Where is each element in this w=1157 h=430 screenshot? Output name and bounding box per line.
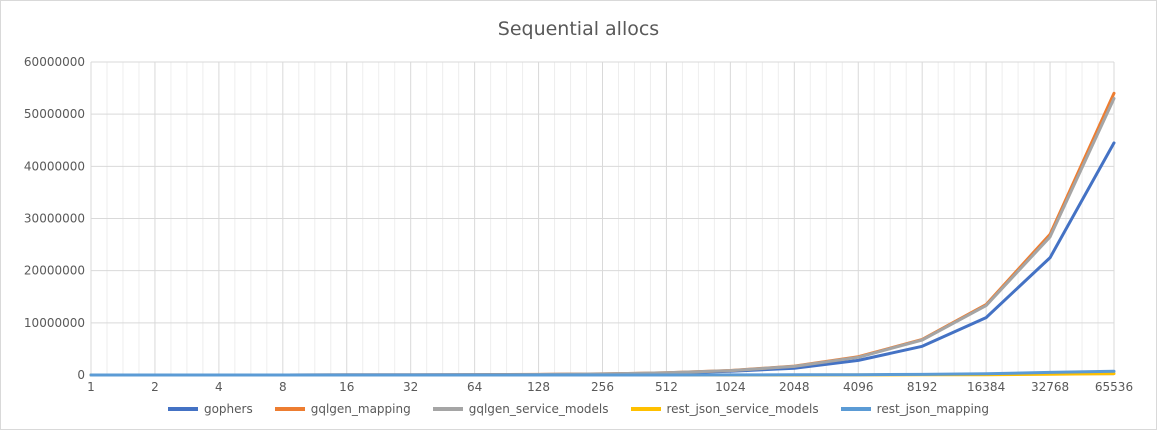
y-tick-label: 30000000	[24, 212, 85, 226]
legend-item-gophers: gophers	[167, 402, 253, 416]
legend-item-rest-json-service-models: rest_json_service_models	[630, 402, 819, 416]
legend-item-gqlgen-mapping: gqlgen_mapping	[274, 402, 411, 416]
legend-swatch	[432, 407, 463, 411]
x-tick-label: 65536	[1095, 380, 1133, 394]
x-tick-label: 2	[151, 380, 159, 394]
y-tick-label: 20000000	[24, 264, 85, 278]
x-tick-label: 16	[339, 380, 354, 394]
x-tick-label: 32	[403, 380, 418, 394]
legend-swatch	[840, 407, 871, 411]
legend-swatch	[167, 407, 198, 411]
y-tick-label: 10000000	[24, 316, 85, 330]
series-line-rest-json-mapping	[89, 369, 1116, 377]
y-tick-label: 50000000	[24, 107, 85, 121]
legend-label: gqlgen_service_models	[468, 402, 609, 416]
x-tick-label: 16384	[967, 380, 1005, 394]
x-tick-label: 1	[87, 380, 95, 394]
legend-swatch	[630, 407, 661, 411]
x-tick-label: 32768	[1031, 380, 1069, 394]
x-tick-label: 256	[591, 380, 614, 394]
legend-label: rest_json_service_models	[666, 402, 819, 416]
x-tick-label: 2048	[779, 380, 810, 394]
x-tick-label: 1024	[715, 380, 746, 394]
legend-item-gqlgen-service-models: gqlgen_service_models	[432, 402, 609, 416]
y-tick-label: 0	[77, 368, 85, 382]
legend-label: gqlgen_mapping	[310, 402, 411, 416]
chart-legend: gophers gqlgen_mapping gqlgen_service_mode…	[0, 402, 1157, 416]
y-tick-label: 60000000	[24, 55, 85, 69]
x-tick-label: 4096	[843, 380, 874, 394]
x-tick-label: 4	[215, 380, 223, 394]
x-tick-label: 512	[655, 380, 678, 394]
x-tick-label: 8	[279, 380, 287, 394]
legend-item-rest-json-mapping: rest_json_mapping	[840, 402, 990, 416]
legend-label: gophers	[203, 402, 253, 416]
y-tick-label: 40000000	[24, 159, 85, 173]
legend-swatch	[274, 407, 305, 411]
x-tick-label: 8192	[907, 380, 938, 394]
legend-label: rest_json_mapping	[876, 402, 990, 416]
x-tick-label: 64	[467, 380, 482, 394]
x-tick-label: 128	[527, 380, 550, 394]
chart-title: Sequential allocs	[497, 18, 660, 40]
